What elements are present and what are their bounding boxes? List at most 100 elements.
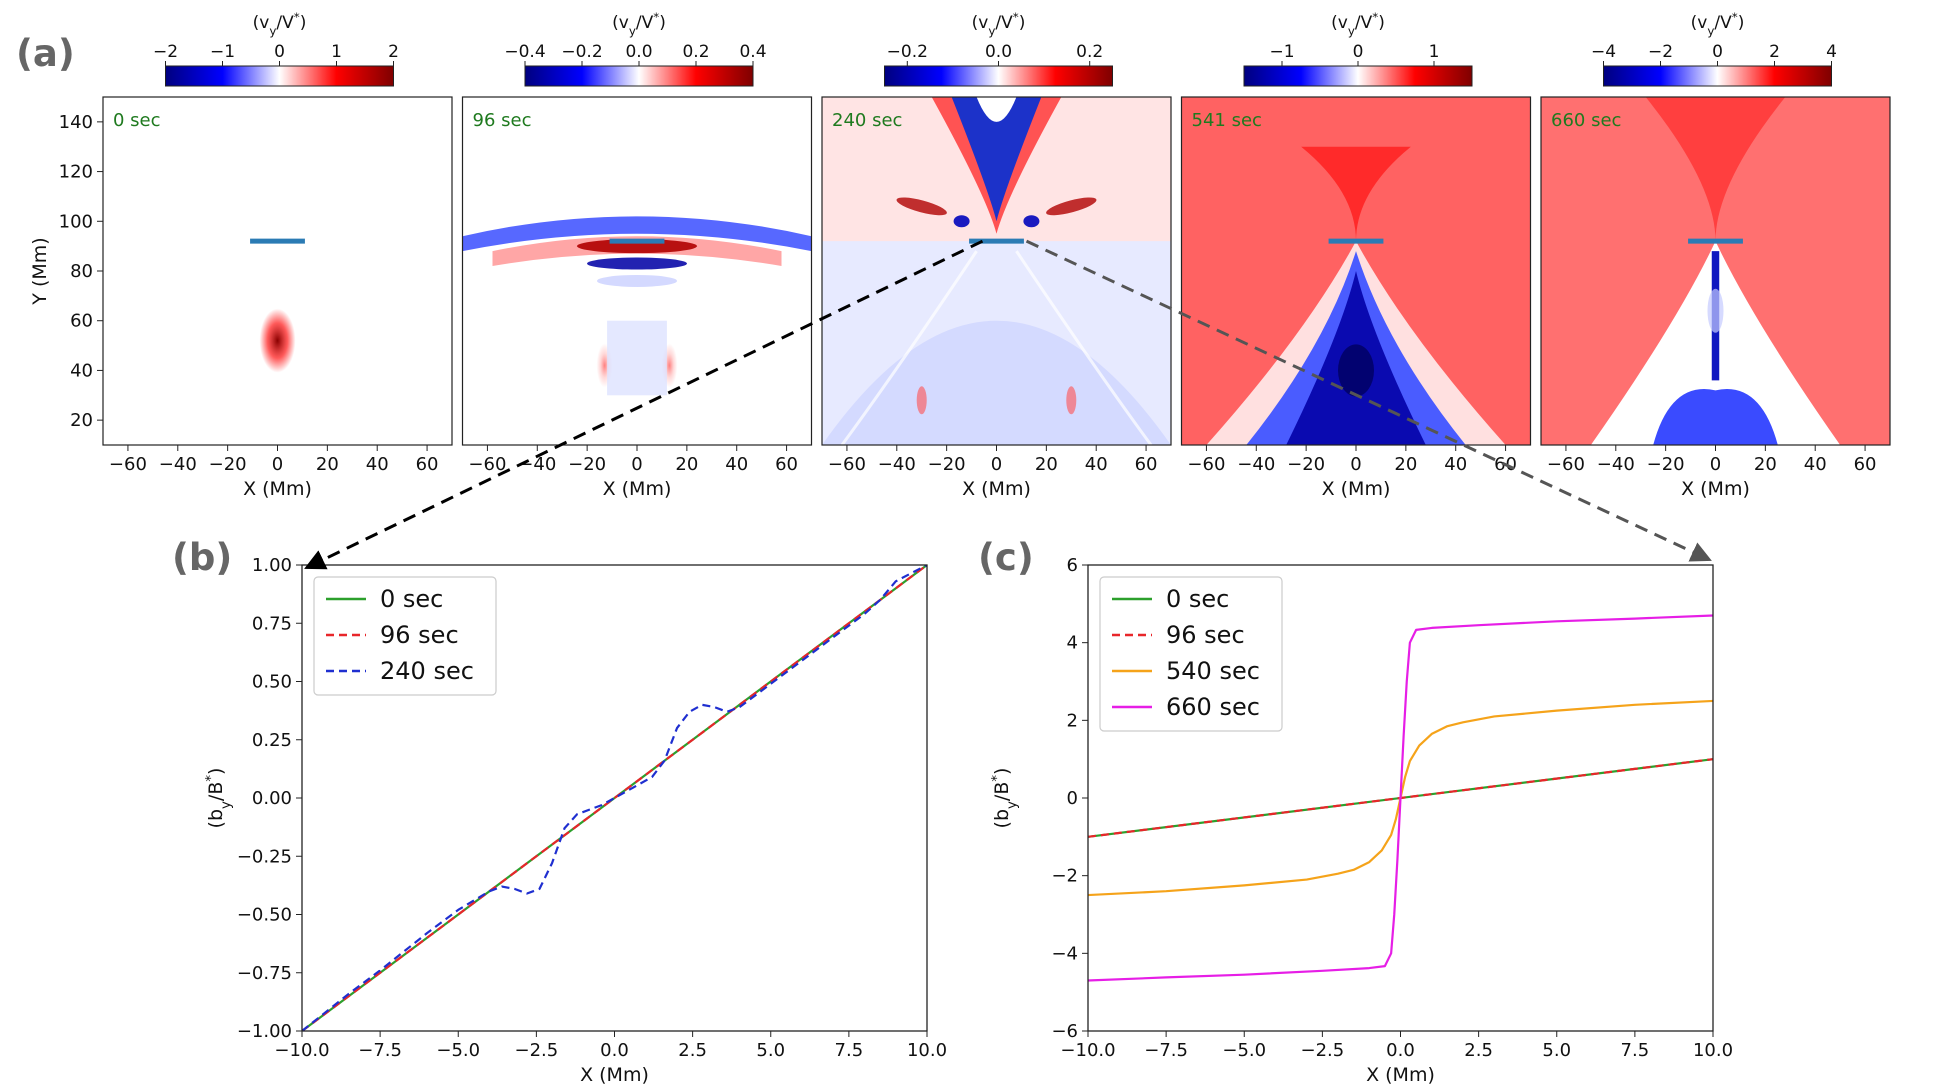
- y-tick-label: 40: [70, 360, 93, 381]
- x-tick-label: 40: [366, 454, 389, 475]
- x-tick-label: −2.5: [515, 1040, 559, 1061]
- colorbar-label: (vy/V*): [612, 10, 666, 38]
- x-tick-label: −20: [1287, 454, 1325, 475]
- side-lobe: [916, 386, 927, 415]
- heatmap-subplot: 0 sec−60 −40 −20 0 20 40 60X (Mm)2040608010012…: [29, 10, 453, 500]
- x-tick-label: −5.0: [1222, 1040, 1266, 1061]
- colorbar-label-part: *: [1013, 10, 1019, 24]
- wavefront-blue: [462, 216, 812, 252]
- time-label: 96 sec: [473, 110, 532, 131]
- colorbar-label-part: ): [1019, 13, 1026, 33]
- y-axis-label-part: (b: [205, 809, 227, 828]
- series-line-240-sec: [302, 565, 927, 1031]
- colorbar-label: (vy/V*): [1691, 10, 1745, 38]
- colorbar-label-part: *: [1732, 10, 1738, 24]
- x-tick-label: 40: [725, 454, 748, 475]
- y-tick-label: 0.25: [252, 730, 292, 751]
- y-axis-label: (by/B*): [990, 768, 1020, 829]
- colorbar-label-part: (v: [972, 13, 989, 33]
- plasmoid: [1653, 388, 1778, 445]
- legend-entry: 0 sec: [380, 585, 443, 613]
- upper-v-blue: [951, 97, 1042, 222]
- x-tick-label: 2.5: [678, 1040, 707, 1061]
- colorbar-label-part: y: [988, 24, 995, 38]
- heatmap-field: [1181, 97, 1531, 445]
- y-tick-label: −4: [1051, 943, 1078, 964]
- red-arm: [896, 197, 947, 216]
- colorbar-gradient: [1243, 65, 1473, 87]
- heatmap-field: [103, 97, 452, 445]
- colorbar-tick-label: −4: [1591, 42, 1616, 62]
- x-axis-label: X (Mm): [1366, 1064, 1435, 1086]
- x-tick-label: −20: [928, 454, 966, 475]
- x-axis-label: X (Mm): [962, 478, 1031, 500]
- x-tick-label: 60: [1135, 454, 1158, 475]
- colorbar-gradient: [884, 65, 1113, 87]
- x-tick-label: 10.0: [1693, 1040, 1733, 1061]
- x-tick-label: 0: [631, 454, 642, 475]
- reconnection-jet: [1301, 146, 1411, 242]
- panel-c: −10.0 −7.5 −5.0 −2.5 0.0 2.5 5.0 7.5 10.0 −6 −4 −2 0…: [990, 555, 1734, 1086]
- x-tick-label: −2.5: [1301, 1040, 1345, 1061]
- y-axis-label-part: y: [219, 801, 234, 809]
- panel-a: 0 sec−60 −40 −20 0 20 40 60X (Mm)2040608010012…: [29, 10, 1891, 500]
- x-tick-label: −10.0: [274, 1040, 329, 1061]
- time-label: 240 sec: [832, 110, 902, 131]
- y-axis-label-part: /B: [991, 782, 1013, 801]
- panel-b: −10.0 −7.5 −5.0 −2.5 0.0 2.5 5.0 7.5 10.0 −1.00 −0…: [204, 555, 948, 1086]
- x-tick-label: 7.5: [1621, 1040, 1650, 1061]
- colorbar-gradient: [524, 65, 754, 87]
- x-tick-label: −20: [209, 454, 247, 475]
- legend: 0 sec 96 sec 240 sec: [313, 576, 497, 696]
- x-tick-label: −10.0: [1060, 1040, 1115, 1061]
- colorbar-tick-label: 0: [1712, 42, 1723, 62]
- x-tick-label: −7.5: [358, 1040, 402, 1061]
- blue-knot: [953, 215, 970, 228]
- x-tick-label: 20: [316, 454, 339, 475]
- colorbar-tick-label: 0.2: [1076, 42, 1103, 62]
- legend-entry: 540 sec: [1166, 657, 1260, 685]
- x-tick-label: 20: [1394, 454, 1417, 475]
- x-axis-label: X (Mm): [580, 1064, 649, 1086]
- heatmap-field: [1541, 97, 1890, 445]
- colorbar-label-part: /V: [276, 13, 294, 33]
- legend-entry: 96 sec: [380, 621, 459, 649]
- colorbar-label-part: (v: [1331, 13, 1348, 33]
- colorbar-label: (vy/V*): [1331, 10, 1385, 38]
- x-tick-label: −20: [1647, 454, 1685, 475]
- heatmap-subplot: 240 sec −60 −40 −20 0 20 40 60 X (Mm) −0.2 0.0 0.2 (…: [821, 10, 1172, 500]
- panel-a-label: (a): [16, 32, 75, 75]
- colorbar-label-part: (v: [1691, 13, 1708, 33]
- panel-b-label: (b): [172, 536, 232, 579]
- y-tick-label: 0.00: [252, 788, 292, 809]
- y-tick-label: −0.25: [237, 846, 292, 867]
- x-tick-label: 0: [991, 454, 1002, 475]
- colorbar-label-part: ): [1378, 13, 1385, 33]
- colorbar-label-part: *: [294, 10, 300, 24]
- colorbar: −4 −2 0 2 4 (vy/V*): [1591, 10, 1837, 87]
- colorbar-gradient: [165, 65, 394, 87]
- colorbar-label-part: ): [300, 13, 307, 33]
- x-axis-label: X (Mm): [243, 478, 312, 500]
- y-axis-label-part: (b: [991, 809, 1013, 828]
- x-tick-label: 0: [1350, 454, 1361, 475]
- legend: 0 sec 96 sec 540 sec 660 sec: [1099, 576, 1283, 732]
- x-tick-label: 5.0: [1542, 1040, 1571, 1061]
- colorbar-label-part: y: [269, 24, 276, 38]
- x-tick-label: −40: [1597, 454, 1635, 475]
- colorbar-tick-label: 0: [1353, 42, 1364, 62]
- x-axis-label: X (Mm): [1322, 478, 1391, 500]
- x-tick-label: 20: [1754, 454, 1777, 475]
- legend-box: [313, 576, 497, 696]
- x-tick-label: 0: [1710, 454, 1721, 475]
- x-tick-label: 40: [1804, 454, 1827, 475]
- time-label: 0 sec: [113, 110, 161, 131]
- panel-c-label: (c): [978, 536, 1034, 579]
- dark-core: [1338, 344, 1374, 397]
- legend-entry: 660 sec: [1166, 693, 1260, 721]
- colorbar-label-part: /V: [1355, 13, 1373, 33]
- colorbar-label-part: y: [1348, 24, 1355, 38]
- y-tick-label: 20: [70, 410, 93, 431]
